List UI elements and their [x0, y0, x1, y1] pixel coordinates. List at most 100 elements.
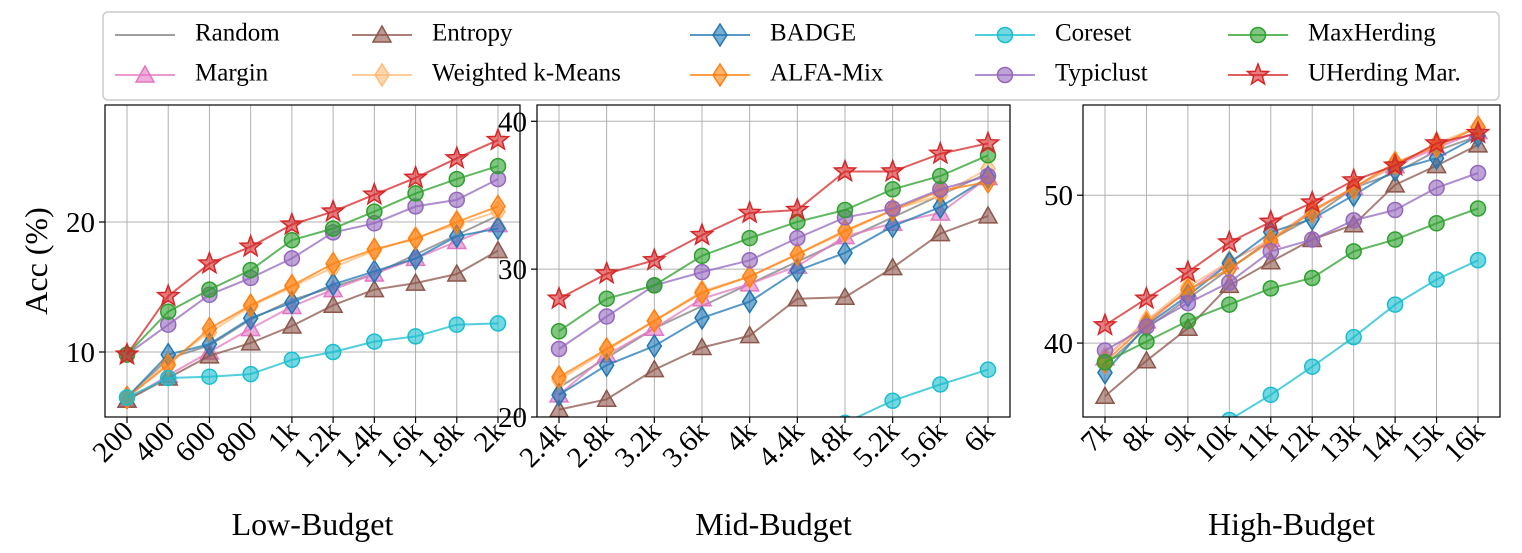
- marker: [834, 286, 856, 305]
- marker: [741, 229, 758, 247]
- marker: [283, 290, 300, 315]
- legend-label: BADGE: [770, 20, 856, 47]
- marker: [1133, 285, 1159, 310]
- series-line: [126, 205, 499, 399]
- marker: [1221, 411, 1238, 417]
- marker: [448, 209, 465, 235]
- legend-label: ALFA-Mix: [770, 60, 884, 87]
- marker: [694, 305, 710, 331]
- marker: [201, 316, 218, 341]
- series-line: [1104, 144, 1479, 398]
- marker: [324, 220, 342, 237]
- x-tick-label: 3.2k: [609, 415, 668, 474]
- marker: [1384, 174, 1406, 193]
- marker: [1179, 294, 1197, 312]
- series-line: [558, 176, 989, 396]
- x-tick-label: 3.6k: [656, 415, 715, 474]
- series-line: [558, 172, 989, 389]
- marker: [1138, 318, 1155, 336]
- series-line: [558, 180, 989, 378]
- legend-marker: [134, 64, 156, 83]
- legend-marker: [1249, 26, 1267, 44]
- marker: [1386, 201, 1404, 219]
- marker: [741, 289, 758, 315]
- marker: [403, 164, 429, 189]
- marker: [932, 194, 949, 220]
- marker: [1303, 269, 1321, 287]
- x-tick-label: 4.4k: [752, 415, 811, 474]
- marker: [242, 261, 259, 279]
- marker: [1221, 274, 1238, 291]
- marker: [448, 223, 465, 249]
- marker: [1386, 296, 1404, 313]
- marker: [979, 361, 997, 378]
- marker: [155, 282, 181, 307]
- marker: [1428, 215, 1445, 232]
- series-line: [558, 176, 989, 396]
- x-tick-label: 16k: [1438, 415, 1492, 469]
- legend-label: Entropy: [432, 20, 513, 47]
- marker: [598, 290, 615, 307]
- marker: [322, 294, 344, 313]
- series-line: [126, 223, 499, 401]
- marker: [1092, 312, 1118, 336]
- marker: [741, 264, 758, 289]
- marker: [832, 158, 858, 183]
- x-tick-label: 6k: [958, 415, 1001, 458]
- marker: [979, 167, 997, 185]
- legend-marker: [374, 62, 390, 88]
- legend-marker: [712, 22, 728, 48]
- marker: [546, 285, 572, 310]
- marker: [884, 213, 901, 239]
- marker: [737, 199, 763, 224]
- marker: [691, 336, 713, 356]
- marker: [1428, 271, 1445, 288]
- marker: [448, 170, 466, 188]
- series-line: [558, 142, 989, 300]
- x-axis-label: Low-Budget: [232, 506, 394, 542]
- marker: [1303, 358, 1321, 375]
- marker: [364, 279, 385, 298]
- marker: [159, 303, 177, 320]
- marker: [975, 130, 1001, 155]
- marker: [366, 333, 383, 350]
- legend-label: Typiclust: [1055, 60, 1148, 87]
- series-line: [126, 178, 499, 356]
- marker: [1424, 130, 1450, 155]
- marker: [201, 331, 218, 357]
- marker: [1386, 231, 1404, 248]
- y-tick-label: 20: [498, 402, 527, 434]
- marker: [448, 191, 466, 209]
- marker: [325, 251, 342, 276]
- marker: [118, 389, 136, 406]
- marker: [594, 260, 620, 285]
- marker: [448, 316, 466, 333]
- marker: [1345, 212, 1362, 229]
- marker: [283, 351, 301, 369]
- marker: [837, 240, 853, 266]
- marker: [646, 277, 663, 294]
- marker: [405, 272, 426, 291]
- x-tick-label: 4.8k: [799, 415, 858, 474]
- marker: [1138, 333, 1155, 350]
- marker: [598, 308, 615, 325]
- marker: [242, 292, 259, 318]
- axes-frame: [1082, 104, 1501, 418]
- marker: [1096, 354, 1114, 371]
- legend-marker: [371, 24, 393, 43]
- marker: [283, 250, 301, 267]
- y-tick-label: 20: [66, 207, 95, 239]
- marker: [789, 241, 806, 267]
- marker: [283, 231, 301, 249]
- marker: [240, 332, 261, 351]
- marker: [930, 223, 951, 242]
- marker: [787, 288, 808, 307]
- marker: [196, 250, 222, 275]
- marker: [489, 157, 507, 175]
- marker: [1221, 296, 1238, 313]
- x-tick-label: 7k: [1075, 415, 1118, 458]
- marker: [646, 333, 663, 359]
- marker: [641, 247, 667, 271]
- marker: [490, 216, 506, 241]
- legend-marker: [712, 62, 728, 88]
